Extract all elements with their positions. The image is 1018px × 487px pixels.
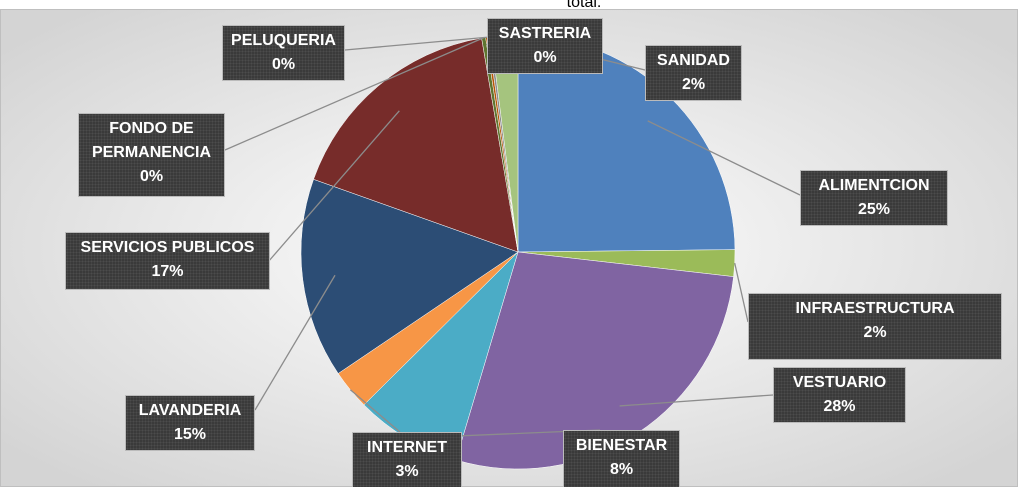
label-value: 0% bbox=[271, 56, 296, 73]
pie-slice bbox=[313, 37, 519, 253]
label-value: 2% bbox=[681, 76, 706, 93]
data-label: PELUQUERIA 0% bbox=[222, 25, 345, 81]
label-category: BIENESTAR bbox=[575, 437, 668, 454]
data-label: LAVANDERIA 15% bbox=[125, 395, 255, 451]
data-label: FONDO DE PERMANENCIA 0% bbox=[78, 113, 225, 197]
label-category: SERVICIOS PUBLICOS bbox=[80, 239, 255, 256]
data-label: ALIMENTCION 25% bbox=[800, 170, 948, 226]
label-value: 0% bbox=[533, 49, 557, 66]
leader-line bbox=[254, 274, 336, 411]
title-strip bbox=[0, 0, 1018, 9]
label-category: PELUQUERIA bbox=[231, 32, 336, 49]
data-label: SERVICIOS PUBLICOS 17% bbox=[65, 232, 270, 290]
data-label: SANIDAD 2% bbox=[645, 45, 742, 101]
leader-line bbox=[267, 110, 400, 263]
label-value: 3% bbox=[395, 463, 419, 480]
data-label: SASTRERIA 0% bbox=[487, 18, 603, 74]
label-category: LAVANDERIA bbox=[138, 402, 242, 419]
label-category: ALIMENTCION bbox=[818, 177, 930, 194]
data-label: VESTUARIO 28% bbox=[773, 367, 906, 423]
label-category: SANIDAD bbox=[657, 52, 730, 69]
label-value: 17% bbox=[151, 263, 184, 280]
label-value: 0% bbox=[139, 168, 164, 185]
label-category: VESTUARIO bbox=[792, 374, 887, 391]
label-value: 8% bbox=[609, 461, 634, 478]
leader-line bbox=[224, 37, 484, 151]
label-category: INFRAESTRUCTURA bbox=[795, 300, 955, 317]
label-category: FONDO DE PERMANENCIA bbox=[91, 120, 212, 161]
label-value: 2% bbox=[863, 324, 887, 341]
leader-line bbox=[619, 394, 774, 407]
leader-line bbox=[734, 263, 749, 323]
data-label: BIENESTAR 8% bbox=[563, 430, 680, 487]
leader-line bbox=[349, 389, 401, 433]
label-category: INTERNET bbox=[367, 439, 447, 456]
pie-slice bbox=[300, 178, 519, 374]
leader-line bbox=[647, 120, 801, 196]
data-label: INTERNET 3% bbox=[352, 432, 462, 487]
label-value: 28% bbox=[823, 398, 856, 415]
leader-line bbox=[344, 36, 488, 51]
data-label: INFRAESTRUCTURA 2% bbox=[748, 293, 1002, 360]
label-category: SASTRERIA bbox=[498, 25, 592, 42]
label-value: 25% bbox=[857, 201, 891, 218]
label-value: 15% bbox=[173, 426, 207, 443]
chart-title: total. bbox=[567, 0, 602, 11]
